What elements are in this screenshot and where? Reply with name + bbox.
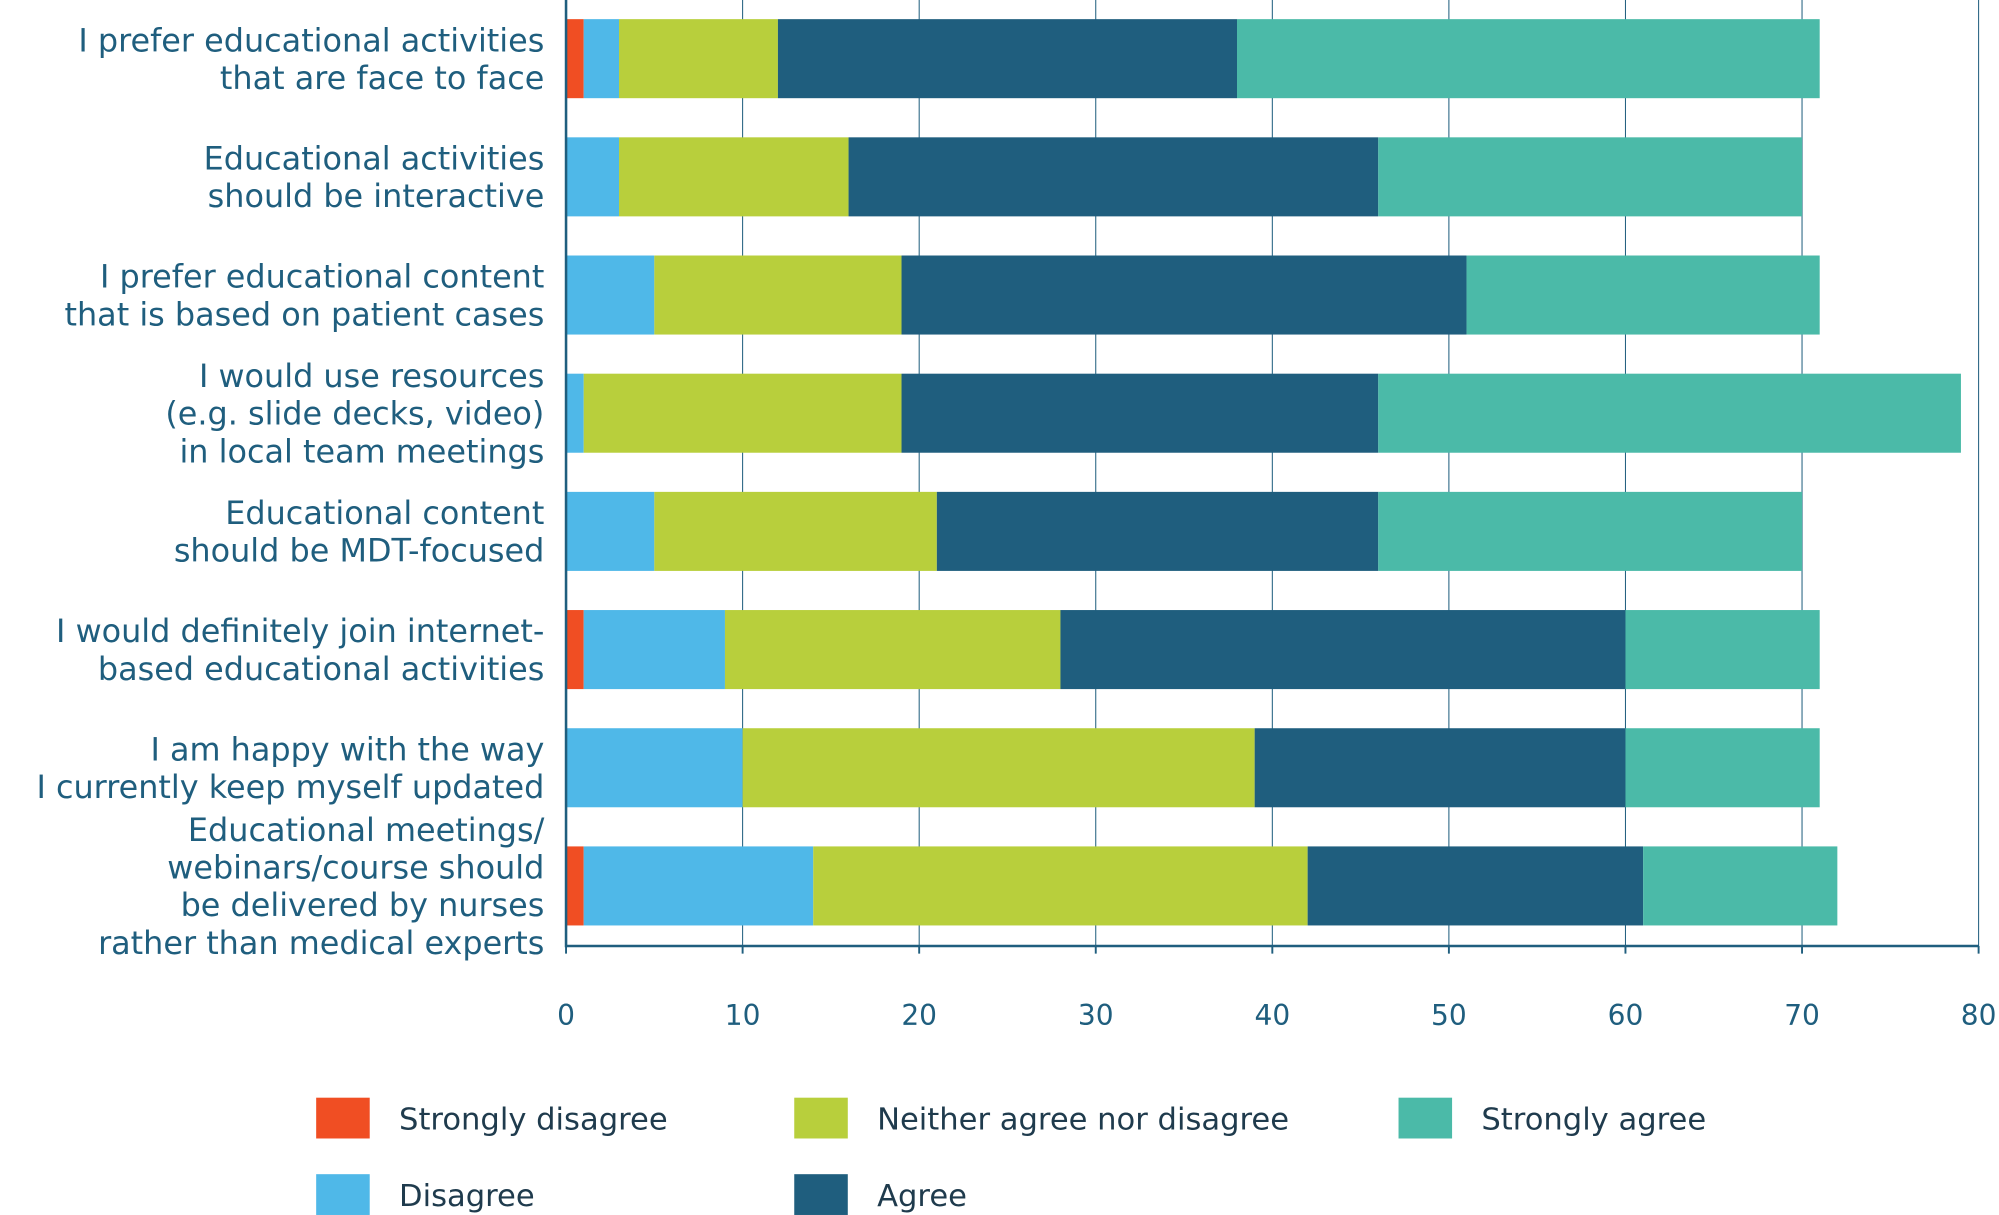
bar-segment — [1237, 19, 1820, 99]
bar-segment — [583, 373, 902, 453]
category-label: I currently keep myself updated — [36, 768, 544, 806]
bar-segment — [566, 137, 620, 217]
legend-swatch — [794, 1174, 848, 1215]
category-label: in local team meetings — [179, 432, 544, 470]
category-label: should be MDT-focused — [174, 532, 545, 570]
legend-item: Strongly agree — [1398, 1097, 1706, 1139]
category-label: I would definitely join internet- — [56, 612, 544, 650]
legend-item: Agree — [794, 1174, 967, 1215]
bar-segment — [654, 491, 937, 571]
category-label: I prefer educational activities — [78, 21, 544, 59]
legend-item: Disagree — [316, 1174, 535, 1215]
bar-segment — [566, 610, 584, 690]
legend-label: Strongly disagree — [399, 1103, 668, 1138]
bar-segment — [566, 255, 655, 335]
category-label: I would use resources — [199, 357, 544, 395]
bar-segment — [566, 846, 584, 926]
bars — [566, 19, 1961, 926]
bar-segment — [654, 255, 902, 335]
bar-segment — [901, 373, 1379, 453]
x-tick-labels: 0 10 20 30 40 50 60 70 80 — [557, 999, 1996, 1032]
category-label: I am happy with the way — [150, 730, 544, 768]
x-tick-label: 80 — [1961, 999, 1997, 1032]
bar-segment — [848, 137, 1379, 217]
bar-segment — [777, 19, 1238, 99]
bar-segment — [1625, 728, 1820, 808]
bar-segment — [1254, 728, 1626, 808]
legend-swatch — [316, 1174, 370, 1215]
bar-segment — [566, 373, 584, 453]
x-tick-label: 60 — [1608, 999, 1644, 1032]
bar-segment — [566, 728, 743, 808]
category-label: (e.g. slide decks, video) — [165, 395, 544, 433]
legend-swatch — [1398, 1097, 1453, 1139]
bar-segment — [566, 19, 584, 99]
bar-segment — [901, 255, 1467, 335]
category-label: Educational activities — [204, 140, 545, 178]
category-label: that are face to face — [220, 59, 544, 97]
bar-segment — [1378, 137, 1803, 217]
legend-swatch — [316, 1097, 370, 1139]
bar-segment — [813, 846, 1308, 926]
category-label: I prefer educational content — [100, 258, 544, 296]
bar-segment — [1378, 373, 1961, 453]
x-tick-label: 70 — [1784, 999, 1820, 1032]
x-tick-label: 10 — [725, 999, 761, 1032]
bar-segment — [566, 491, 655, 571]
category-label: should be interactive — [208, 177, 545, 215]
x-tick-label: 0 — [557, 999, 575, 1032]
bar-segment — [1378, 491, 1803, 571]
bar-segment — [1466, 255, 1820, 335]
bar-segment — [1625, 610, 1820, 690]
legend-item: Strongly disagree — [316, 1097, 668, 1139]
x-tick-label: 50 — [1431, 999, 1467, 1032]
legend-label: Disagree — [399, 1179, 535, 1214]
x-tick-label: 40 — [1254, 999, 1290, 1032]
x-tick-label: 20 — [901, 999, 937, 1032]
bar-segment — [1060, 610, 1626, 690]
bar-segment — [742, 728, 1255, 808]
bar-segment — [936, 491, 1379, 571]
legend-swatch — [794, 1097, 848, 1139]
category-label: based educational activities — [98, 650, 545, 688]
category-label: webinars/course should — [167, 849, 544, 887]
category-label: Educational content — [225, 494, 544, 532]
x-tick-label: 30 — [1078, 999, 1114, 1032]
category-label: be delivered by nurses — [181, 886, 545, 924]
bar-segment — [583, 846, 814, 926]
bar-segment — [619, 19, 778, 99]
legend-label: Neither agree nor disagree — [877, 1103, 1289, 1138]
axes — [564, 0, 1980, 954]
bar-segment — [1643, 846, 1838, 926]
legend: Strongly disagree Neither agree nor disag… — [316, 1097, 1706, 1215]
legend-label: Agree — [877, 1179, 967, 1214]
legend-label: Strongly agree — [1481, 1103, 1706, 1138]
legend-item: Neither agree nor disagree — [794, 1097, 1289, 1139]
bar-segment — [583, 19, 620, 99]
bar-segment — [724, 610, 1061, 690]
bar-segment — [619, 137, 849, 217]
bar-segment — [1307, 846, 1644, 926]
category-label: Educational meetings/ — [188, 811, 545, 849]
category-label: rather than medical experts — [98, 924, 544, 962]
category-label: that is based on patient cases — [65, 295, 545, 333]
bar-segment — [583, 610, 725, 690]
